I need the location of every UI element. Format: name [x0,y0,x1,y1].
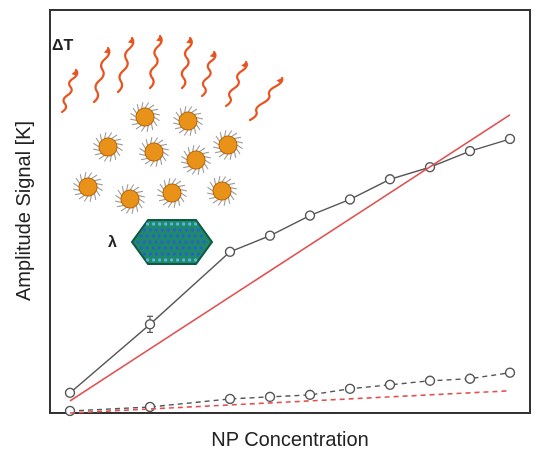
heat-wave-icon [92,46,111,104]
heat-wave-icon [200,50,217,98]
heat-waves [60,34,284,122]
heat-wave-arrow-icon [241,62,247,68]
lambda-label: λ [108,234,117,251]
nanoparticle-icon [213,130,243,160]
nanoparticle-icon [73,172,103,202]
nanoparticle-icon [207,176,237,206]
series-3-point [224,393,236,405]
x-axis-title: NP Concentration [211,429,369,449]
series-1-line [69,138,511,394]
series-3-line [69,372,511,412]
nanoparticle-cluster [73,102,243,214]
heat-wave-icon [60,68,79,114]
series-1-point [344,194,356,205]
series-1-point [144,319,156,330]
series-3-point [64,405,76,417]
hexagon-icon [130,219,214,265]
series-1-point [504,133,516,145]
heat-wave-arrow-icon [71,70,78,76]
heat-wave-arrow-icon [209,52,216,58]
inset-illustration: ΔT λ [52,34,284,265]
series-1-point [464,145,476,157]
nanoparticle-icon [139,137,169,167]
heat-wave-arrow-icon [156,36,162,42]
series-3-point [264,391,276,403]
series-layer [64,114,516,417]
series-4-line [69,390,511,414]
plot-frame [49,9,531,414]
heat-wave-icon [248,76,284,122]
nanoparticle-icon [93,132,123,162]
heat-wave-arrow-icon [276,78,282,84]
delta-t-label: ΔT [52,37,74,54]
series-3-point [424,375,436,386]
series-1-point [264,230,276,241]
nanoparticle-icon [173,106,203,136]
series-1-point [304,210,316,221]
heat-wave-arrow-icon [127,38,134,44]
series-1-point [384,174,396,185]
heat-wave-icon [116,36,135,94]
series-3-point [344,383,356,395]
series-1-point [64,387,76,399]
series-2-line [69,114,511,402]
y-axis-title: Amplitude Signal [K] [13,121,35,301]
series-1-point [224,246,236,258]
heat-wave-icon [148,34,163,90]
nanoparticle-icon [181,145,211,175]
nanoparticle-icon [157,178,187,208]
series-3-point [144,401,156,413]
heat-wave-arrow-icon [186,38,192,44]
series-3-point [504,367,516,378]
heat-wave-icon [224,60,248,108]
series-3-point [384,379,396,390]
series-3-point [464,373,476,384]
heat-wave-arrow-icon [103,48,110,54]
heat-wave-icon [180,36,193,90]
series-3-point [304,389,316,401]
nanoparticle-icon [130,102,160,132]
nanoparticle-icon [115,184,145,214]
